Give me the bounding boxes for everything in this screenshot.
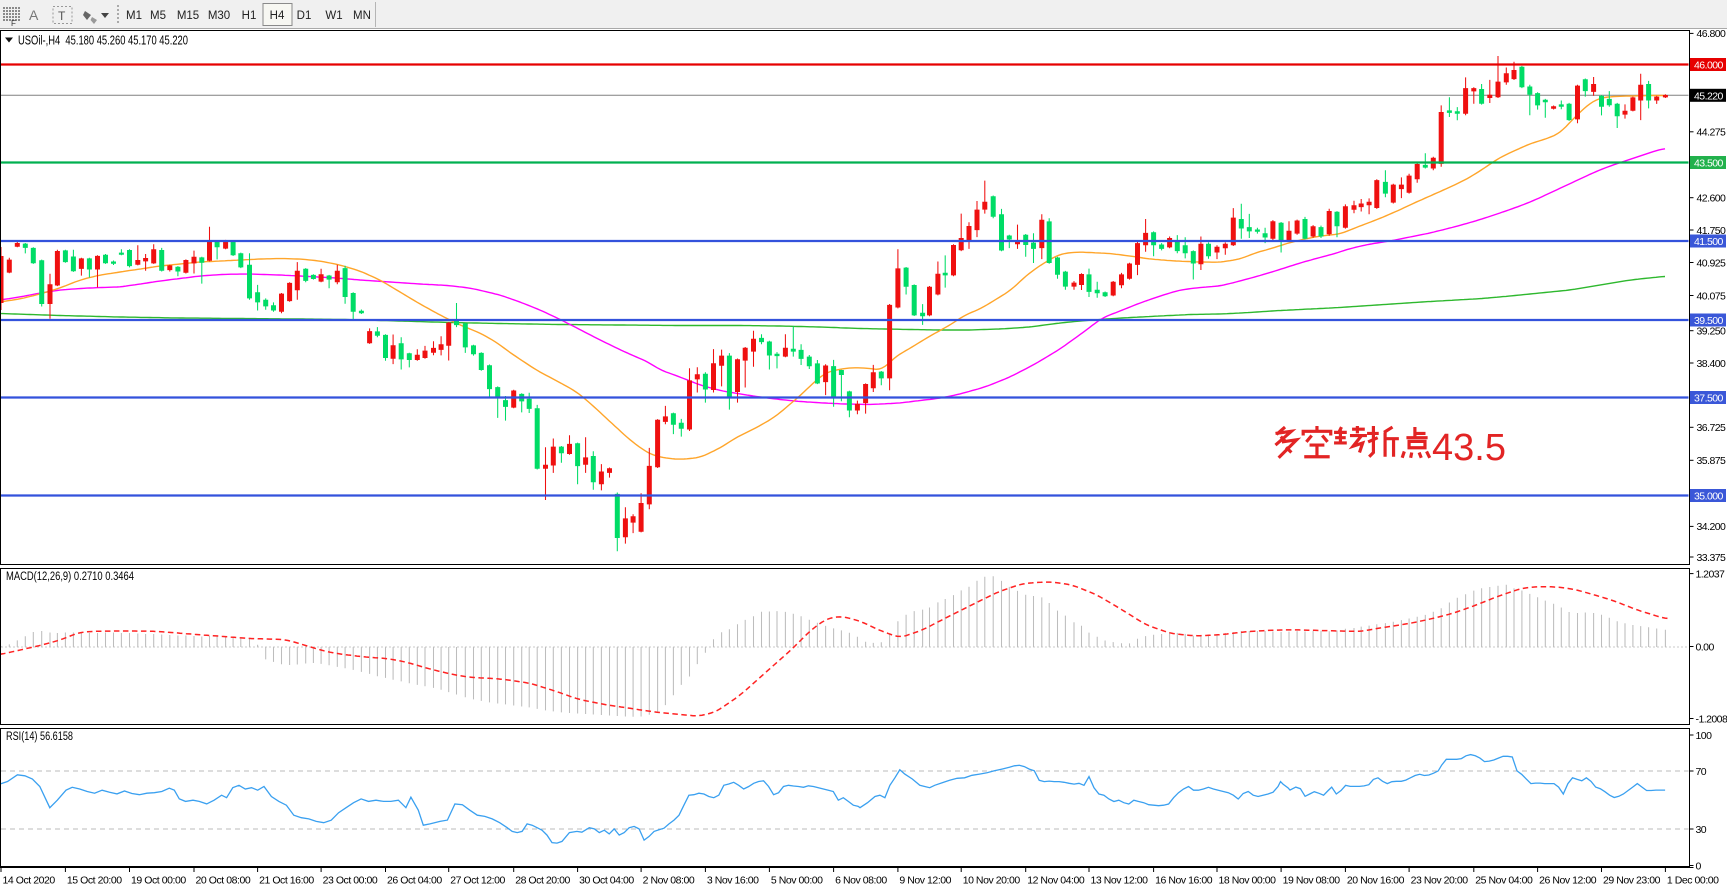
svg-text:H4: H4 bbox=[270, 10, 285, 22]
svg-text:M1: M1 bbox=[126, 10, 142, 22]
svg-text:H1: H1 bbox=[242, 10, 257, 22]
svg-text:25 Nov 04:00: 25 Nov 04:00 bbox=[1475, 875, 1533, 887]
svg-text:36.725: 36.725 bbox=[1697, 422, 1727, 434]
svg-text:F: F bbox=[11, 19, 16, 28]
svg-text:20 Nov 16:00: 20 Nov 16:00 bbox=[1347, 875, 1405, 887]
svg-text:5 Nov 00:00: 5 Nov 00:00 bbox=[771, 875, 823, 887]
svg-text:0.00: 0.00 bbox=[1696, 641, 1715, 653]
svg-text:30 Oct 04:00: 30 Oct 04:00 bbox=[579, 875, 634, 887]
svg-text:40.925: 40.925 bbox=[1697, 257, 1727, 269]
svg-text:29 Nov 23:00: 29 Nov 23:00 bbox=[1603, 875, 1661, 887]
svg-text:19 Nov 08:00: 19 Nov 08:00 bbox=[1283, 875, 1341, 887]
svg-text:38.400: 38.400 bbox=[1697, 358, 1727, 370]
svg-text:46.800: 46.800 bbox=[1697, 28, 1727, 40]
svg-text:12 Nov 04:00: 12 Nov 04:00 bbox=[1027, 875, 1085, 887]
svg-text:41.500: 41.500 bbox=[1694, 236, 1724, 248]
svg-text:0: 0 bbox=[1696, 860, 1702, 872]
svg-text:15 Oct 20:00: 15 Oct 20:00 bbox=[67, 875, 122, 887]
svg-text:20 Oct 08:00: 20 Oct 08:00 bbox=[196, 875, 251, 887]
svg-text:14 Oct 2020: 14 Oct 2020 bbox=[3, 875, 56, 887]
svg-text:42.600: 42.600 bbox=[1697, 193, 1727, 205]
svg-text:13 Nov 12:00: 13 Nov 12:00 bbox=[1091, 875, 1149, 887]
svg-text:MN: MN bbox=[353, 10, 371, 22]
svg-text:39.500: 39.500 bbox=[1694, 315, 1724, 327]
svg-text:2 Nov 08:00: 2 Nov 08:00 bbox=[643, 875, 695, 887]
svg-text:23 Nov 20:00: 23 Nov 20:00 bbox=[1411, 875, 1469, 887]
svg-text:A: A bbox=[29, 7, 39, 23]
svg-text:33.375: 33.375 bbox=[1697, 552, 1727, 564]
svg-text:43.500: 43.500 bbox=[1694, 158, 1724, 170]
svg-text:18 Nov 00:00: 18 Nov 00:00 bbox=[1219, 875, 1277, 887]
svg-text:3 Nov 16:00: 3 Nov 16:00 bbox=[707, 875, 759, 887]
svg-text:M15: M15 bbox=[177, 10, 199, 22]
svg-text:40.075: 40.075 bbox=[1697, 290, 1727, 302]
svg-text:43.5: 43.5 bbox=[1432, 427, 1506, 469]
svg-text:46.000: 46.000 bbox=[1694, 60, 1724, 72]
svg-text:1 Dec 00:00: 1 Dec 00:00 bbox=[1667, 875, 1719, 887]
svg-text:100: 100 bbox=[1696, 730, 1713, 742]
svg-text:41.750: 41.750 bbox=[1697, 225, 1727, 237]
svg-text:44.275: 44.275 bbox=[1697, 127, 1727, 139]
svg-text:D1: D1 bbox=[297, 10, 312, 22]
svg-text:RSI(14) 56.6158: RSI(14) 56.6158 bbox=[6, 731, 73, 743]
svg-text:USOil-,H4 45.180 45.260 45.17: USOil-,H4 45.180 45.260 45.170 45.220 bbox=[18, 34, 188, 48]
svg-text:30: 30 bbox=[1696, 824, 1707, 836]
svg-text:37.500: 37.500 bbox=[1694, 393, 1724, 405]
svg-text:34.200: 34.200 bbox=[1697, 521, 1727, 533]
svg-text:19 Oct 00:00: 19 Oct 00:00 bbox=[131, 875, 186, 887]
svg-text:21 Oct 16:00: 21 Oct 16:00 bbox=[259, 875, 314, 887]
svg-text:MACD(12,26,9) 0.2710 0.3464: MACD(12,26,9) 0.2710 0.3464 bbox=[6, 571, 134, 583]
svg-text:9 Nov 12:00: 9 Nov 12:00 bbox=[899, 875, 951, 887]
svg-text:T: T bbox=[58, 9, 66, 23]
svg-text:23 Oct 00:00: 23 Oct 00:00 bbox=[323, 875, 378, 887]
svg-text:6 Nov 08:00: 6 Nov 08:00 bbox=[835, 875, 887, 887]
svg-text:W1: W1 bbox=[325, 10, 342, 22]
svg-text:26 Oct 04:00: 26 Oct 04:00 bbox=[387, 875, 442, 887]
svg-text:39.250: 39.250 bbox=[1697, 326, 1727, 338]
svg-text:10 Nov 20:00: 10 Nov 20:00 bbox=[963, 875, 1021, 887]
svg-text:1.2037: 1.2037 bbox=[1696, 568, 1726, 580]
svg-text:M30: M30 bbox=[208, 10, 230, 22]
svg-text:26 Nov 12:00: 26 Nov 12:00 bbox=[1539, 875, 1597, 887]
svg-text:27 Oct 12:00: 27 Oct 12:00 bbox=[450, 875, 505, 887]
svg-text:-1.2008: -1.2008 bbox=[1696, 713, 1727, 725]
svg-text:35.875: 35.875 bbox=[1697, 455, 1727, 467]
svg-text:70: 70 bbox=[1696, 766, 1707, 778]
svg-text:28 Oct 20:00: 28 Oct 20:00 bbox=[515, 875, 570, 887]
svg-text:35.000: 35.000 bbox=[1694, 491, 1724, 503]
svg-text:45.220: 45.220 bbox=[1694, 90, 1724, 102]
svg-text:16 Nov 16:00: 16 Nov 16:00 bbox=[1155, 875, 1213, 887]
svg-text:M5: M5 bbox=[150, 10, 166, 22]
